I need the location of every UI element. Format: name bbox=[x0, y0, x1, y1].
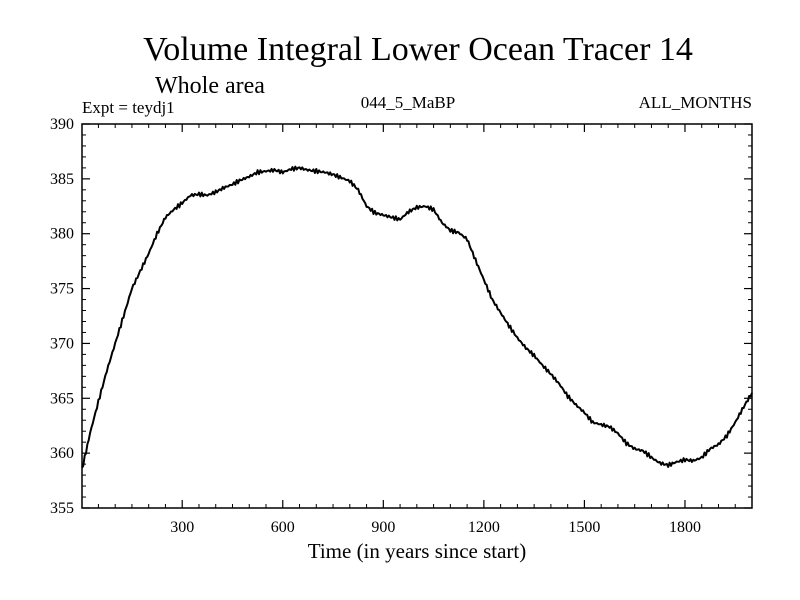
y-tick-label: 380 bbox=[50, 226, 74, 243]
y-tick-label: 360 bbox=[50, 445, 74, 462]
x-tick-label: 600 bbox=[271, 519, 295, 536]
months-label: ALL_MONTHS bbox=[639, 93, 752, 112]
y-tick-label: 365 bbox=[50, 390, 74, 407]
y-tick-label: 375 bbox=[50, 281, 74, 298]
x-tick-label: 300 bbox=[170, 519, 194, 536]
axis-tick-labels: 355 360 365 370 375 380 385 390 300 600 900 1200 150… bbox=[50, 116, 701, 536]
axis-ticks bbox=[82, 123, 752, 509]
x-tick-label: 1200 bbox=[468, 519, 500, 536]
plot-frame bbox=[81, 123, 753, 509]
chart-subtitle: Whole area bbox=[155, 73, 265, 99]
x-axis-label: Time (in years since start) bbox=[308, 539, 527, 563]
y-tick-label: 390 bbox=[50, 116, 74, 133]
series-line-0 bbox=[81, 165, 753, 469]
run-label: 044_5_MaBP bbox=[361, 93, 455, 112]
x-tick-label: 1800 bbox=[669, 519, 701, 536]
chart-title: Volume Integral Lower Ocean Tracer 14 bbox=[143, 31, 693, 68]
y-tick-label: 355 bbox=[50, 500, 74, 517]
y-tick-label: 370 bbox=[50, 335, 74, 352]
series-group bbox=[81, 165, 753, 469]
experiment-label: Expt = teydj1 bbox=[82, 98, 175, 117]
x-tick-label: 1500 bbox=[568, 519, 600, 536]
x-tick-label: 900 bbox=[371, 519, 395, 536]
y-tick-label: 385 bbox=[50, 171, 74, 188]
